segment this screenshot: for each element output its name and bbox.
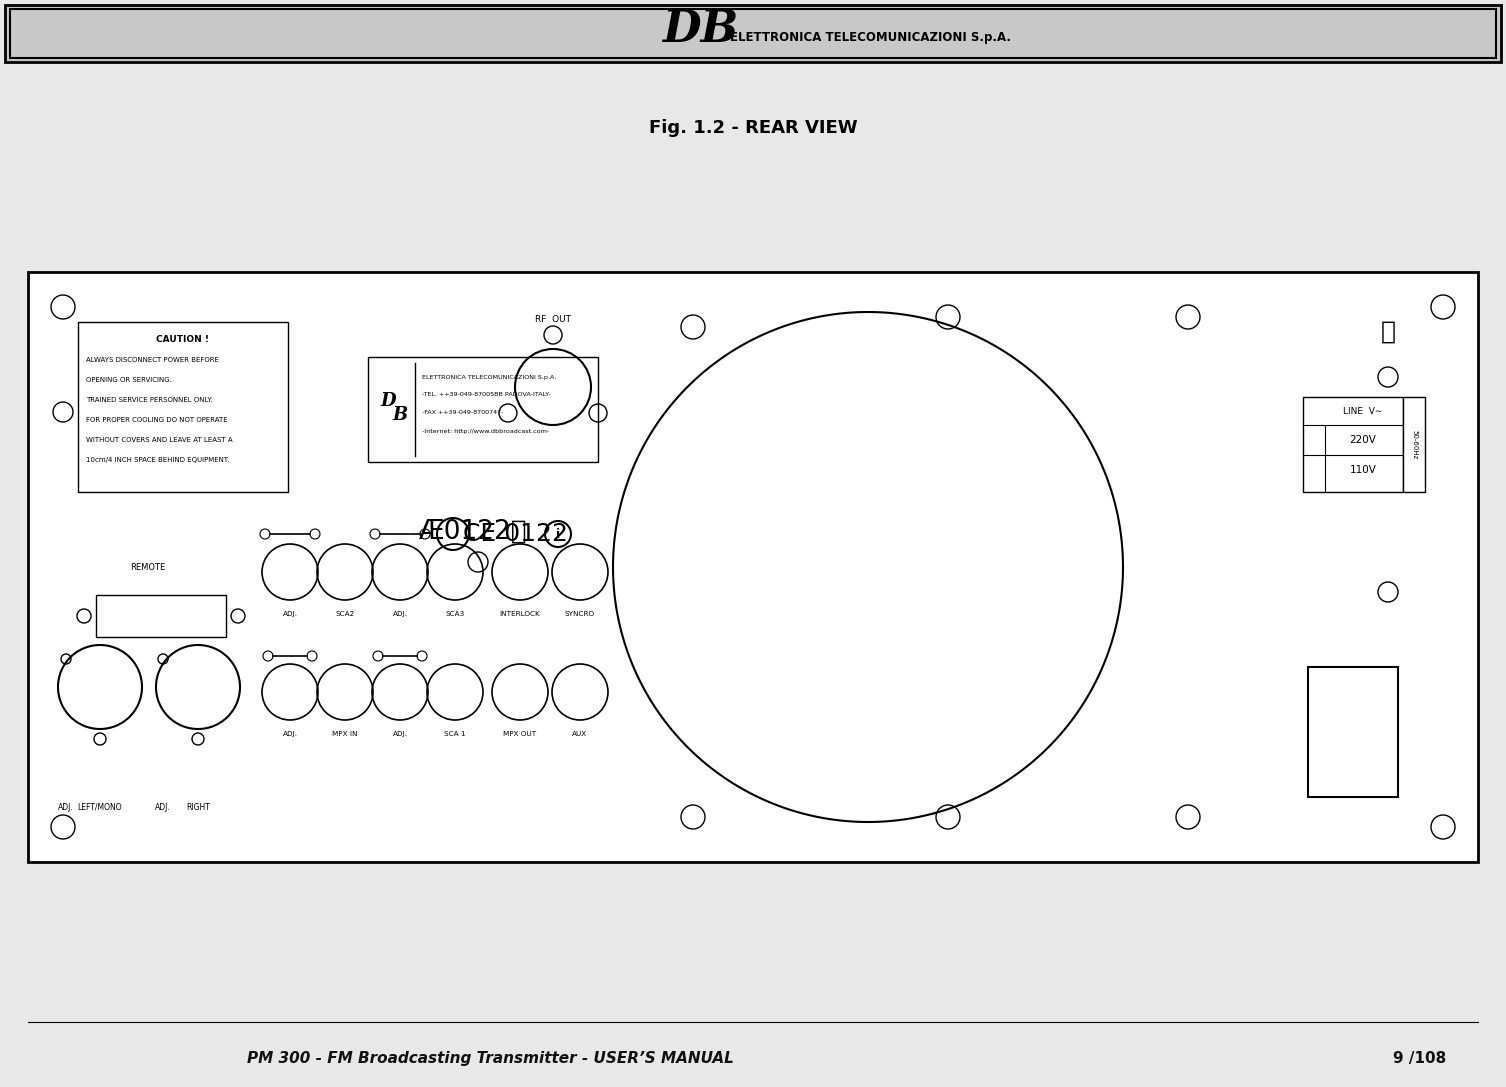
Bar xyxy=(1303,397,1404,492)
Text: ELETTRONICA TELECOMUNICAZIONI S.p.A.: ELETTRONICA TELECOMUNICAZIONI S.p.A. xyxy=(730,32,1011,45)
Text: WITHOUT COVERS AND LEAVE AT LEAST A: WITHOUT COVERS AND LEAVE AT LEAST A xyxy=(86,437,232,443)
Text: 220V: 220V xyxy=(1349,435,1376,445)
Bar xyxy=(11,9,1495,58)
Text: -FAX ++39-049-8700747-: -FAX ++39-049-8700747- xyxy=(422,411,503,415)
Text: RIGHT: RIGHT xyxy=(187,802,209,812)
Text: D: D xyxy=(380,392,396,411)
Text: ADJ.: ADJ. xyxy=(393,611,408,617)
Bar xyxy=(78,322,288,492)
Text: i: i xyxy=(556,527,560,540)
Text: CAUTION !: CAUTION ! xyxy=(157,336,209,345)
Text: SCA 1: SCA 1 xyxy=(444,730,465,737)
Bar xyxy=(367,357,598,462)
Text: SCA2: SCA2 xyxy=(336,611,354,617)
Text: MPX OUT: MPX OUT xyxy=(503,730,536,737)
Bar xyxy=(96,595,226,637)
Text: ĈĈ 0122 ⓘ: ĈĈ 0122 ⓘ xyxy=(404,532,411,533)
Text: ALWAYS DISCONNECT POWER BEFORE: ALWAYS DISCONNECT POWER BEFORE xyxy=(86,357,218,363)
Text: ⏚: ⏚ xyxy=(1381,320,1396,343)
Text: 9 /108: 9 /108 xyxy=(1393,1051,1447,1066)
Text: REMOTE: REMOTE xyxy=(131,562,166,572)
Text: INTERLOCK: INTERLOCK xyxy=(500,611,541,617)
Text: SYNCRO: SYNCRO xyxy=(565,611,595,617)
Text: CE0122ⓘ: CE0122ⓘ xyxy=(470,532,476,533)
Text: LEFT/MONO: LEFT/MONO xyxy=(78,802,122,812)
Text: ADJ.: ADJ. xyxy=(155,802,170,812)
Text: 110V: 110V xyxy=(1349,465,1376,475)
Text: ADJ.: ADJ. xyxy=(393,730,408,737)
Text: Æ0122ⓘ: Æ0122ⓘ xyxy=(419,518,527,545)
Bar xyxy=(1309,667,1398,797)
Text: 10cm/4 INCH SPACE BEHIND EQUIPMENT.: 10cm/4 INCH SPACE BEHIND EQUIPMENT. xyxy=(86,457,229,463)
Bar xyxy=(29,272,1477,862)
Text: AUX: AUX xyxy=(572,730,587,737)
Text: TRAINED SERVICE PERSONNEL ONLY.: TRAINED SERVICE PERSONNEL ONLY. xyxy=(86,397,212,403)
Text: DB: DB xyxy=(661,9,738,51)
Bar xyxy=(5,5,1501,62)
Text: -TEL. ++39-049-87005BB PADOVA-ITALY-: -TEL. ++39-049-87005BB PADOVA-ITALY- xyxy=(422,392,551,398)
Text: CE 0122: CE 0122 xyxy=(462,522,568,546)
Text: ELETTRONICA TELECOMUNICAZIONI S.p.A.: ELETTRONICA TELECOMUNICAZIONI S.p.A. xyxy=(422,375,556,379)
Text: OPENING OR SERVICING.: OPENING OR SERVICING. xyxy=(86,377,172,383)
Text: -Internet: http://www.dbbroadcast.com-: -Internet: http://www.dbbroadcast.com- xyxy=(422,428,550,434)
Text: B: B xyxy=(393,407,408,425)
Text: RF  OUT: RF OUT xyxy=(535,315,571,325)
Text: FOR PROPER COOLING DO NOT OPERATE: FOR PROPER COOLING DO NOT OPERATE xyxy=(86,417,227,423)
Text: ADJ.: ADJ. xyxy=(283,730,298,737)
Text: Fig. 1.2 - REAR VIEW: Fig. 1.2 - REAR VIEW xyxy=(649,118,857,137)
Text: SCA3: SCA3 xyxy=(446,611,465,617)
Text: 50-60Hz: 50-60Hz xyxy=(1411,429,1417,459)
Bar xyxy=(1404,397,1425,492)
Text: ADJ.: ADJ. xyxy=(283,611,298,617)
Text: LINE  V∼: LINE V∼ xyxy=(1343,407,1383,415)
Text: ADJ.: ADJ. xyxy=(59,802,74,812)
Text: PM 300 - FM Broadcasting Transmitter - USER’S MANUAL: PM 300 - FM Broadcasting Transmitter - U… xyxy=(247,1051,733,1066)
Text: MPX IN: MPX IN xyxy=(333,730,358,737)
